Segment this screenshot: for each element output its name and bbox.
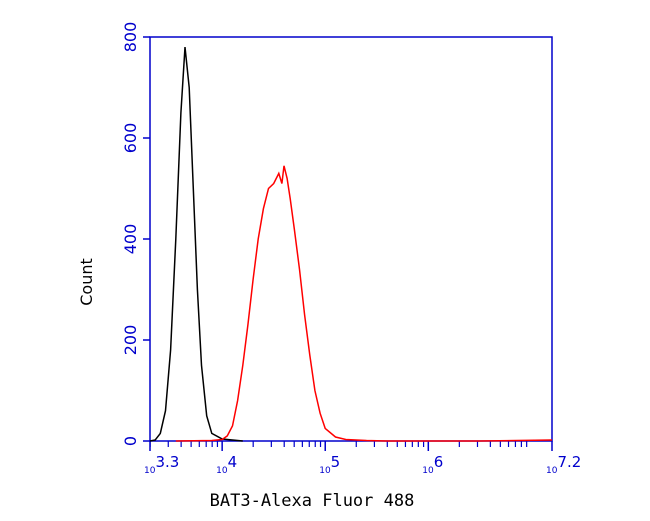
x-tick-exponent: 3.3 <box>155 453 179 471</box>
histogram-line <box>175 165 553 442</box>
x-tick-base: 10 <box>216 466 228 476</box>
x-tick-base: 10 <box>144 466 156 476</box>
x-tick-base: 10 <box>319 466 331 476</box>
x-tick-exponent: 6 <box>434 453 444 471</box>
y-tick-label: 200 <box>121 325 140 356</box>
x-tick-label: 103.3 <box>144 453 179 476</box>
x-tick-label: 104 <box>216 453 237 476</box>
x-tick-base: 10 <box>546 466 558 476</box>
x-tick-label: 105 <box>319 453 340 476</box>
x-tick-label: 106 <box>422 453 443 476</box>
y-tick-label: 800 <box>121 22 140 53</box>
plot-frame <box>149 36 553 442</box>
x-tick-exponent: 7.2 <box>557 453 581 471</box>
y-tick-label: 0 <box>121 436 140 446</box>
y-tick-label: 600 <box>121 123 140 154</box>
x-tick-label: 107.2 <box>546 453 581 476</box>
histogram-line <box>149 47 243 442</box>
y-axis-label: Count <box>77 258 96 306</box>
x-axis-label: BAT3-Alexa Fluor 488 <box>210 491 415 511</box>
x-tick-exponent: 4 <box>228 453 238 471</box>
y-tick-label: 400 <box>121 224 140 255</box>
x-tick-exponent: 5 <box>331 453 341 471</box>
x-tick-base: 10 <box>422 466 434 476</box>
